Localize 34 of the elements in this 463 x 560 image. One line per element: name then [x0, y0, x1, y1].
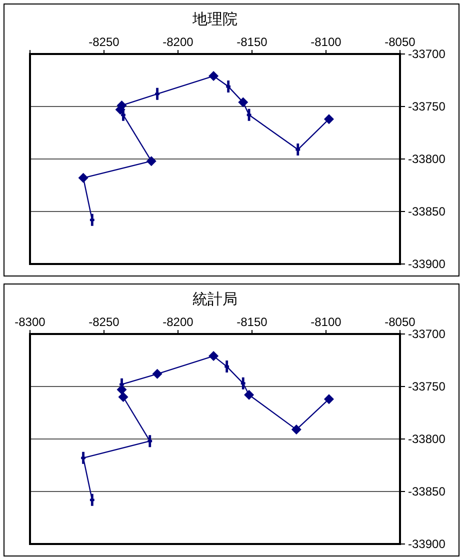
x-tick-label: -8050 — [384, 315, 416, 329]
y-tick-label: -33800 — [408, 432, 446, 446]
point — [118, 392, 128, 402]
chart-title: 統計局 — [192, 291, 238, 308]
point — [324, 394, 334, 404]
point — [238, 97, 248, 108]
y-tick-label: -33750 — [408, 100, 446, 114]
y-tick-label: -33900 — [408, 257, 446, 271]
x-tick-label: -8300 — [14, 315, 46, 329]
point — [244, 390, 254, 400]
x-tick-label: -8150 — [236, 315, 268, 329]
chart-title: 地理院 — [192, 11, 238, 28]
point — [208, 71, 219, 82]
x-tick-label: -8050 — [384, 35, 416, 49]
point — [152, 368, 162, 379]
point — [324, 114, 334, 124]
x-tick-label: -8100 — [310, 315, 342, 329]
y-tick-label: -33700 — [408, 47, 446, 61]
x-tick-label: -8250 — [88, 35, 120, 49]
x-tick-label: -8200 — [162, 315, 194, 329]
point — [208, 351, 219, 362]
x-tick-label: -8200 — [162, 35, 194, 49]
y-tick-label: -33900 — [408, 537, 446, 551]
x-tick-label: -8100 — [310, 35, 342, 49]
point — [78, 172, 88, 183]
x-tick-label: -8250 — [88, 315, 120, 329]
point — [291, 424, 302, 435]
point — [146, 156, 156, 166]
y-tick-label: -33800 — [408, 152, 446, 166]
x-tick-label: -8150 — [236, 35, 268, 49]
y-tick-label: -33850 — [408, 484, 446, 498]
y-tick-label: -33750 — [408, 380, 446, 394]
y-tick-label: -33700 — [408, 327, 446, 341]
y-tick-label: -33850 — [408, 204, 446, 218]
